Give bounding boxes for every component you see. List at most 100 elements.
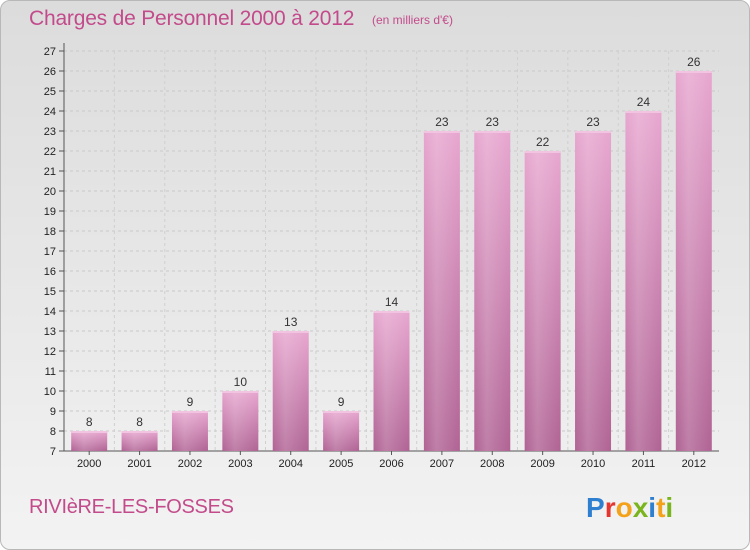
y-tick-label: 7: [50, 446, 56, 458]
x-tick-label: 2002: [178, 458, 202, 470]
bar-top: [71, 431, 108, 433]
bar-2011: [625, 111, 662, 451]
y-tick-label: 13: [44, 326, 56, 338]
bar-shine: [575, 131, 612, 451]
bar-2003: [222, 391, 259, 451]
y-tick-label: 20: [44, 186, 56, 198]
bar-top: [524, 151, 561, 153]
bar-shine: [524, 151, 561, 451]
data-label: 26: [687, 55, 701, 69]
data-label: 22: [536, 135, 550, 149]
x-tick-label: 2006: [379, 458, 403, 470]
bar-shine: [423, 131, 460, 451]
bar-top: [373, 311, 410, 313]
bar-top: [121, 431, 158, 433]
bar-top: [625, 111, 662, 113]
data-label: 9: [187, 395, 194, 409]
y-tick-label: 14: [44, 306, 56, 318]
bar-2010: [575, 131, 612, 451]
labels: 7 8 9 10 11 12 13 14 15 16 17 18 19 20 21 22 23 24 25 26 27 8…: [44, 46, 706, 470]
bar-top: [675, 71, 712, 73]
logo-letter: o: [616, 492, 633, 523]
bar-2007: [423, 131, 460, 451]
bar-2006: [373, 311, 410, 451]
bar-2000: [71, 431, 108, 451]
y-tick-label: 24: [44, 106, 56, 118]
data-label: 23: [435, 115, 449, 129]
data-label: 10: [234, 375, 248, 389]
y-tick-label: 23: [44, 126, 56, 138]
y-tick-label: 27: [44, 46, 56, 58]
y-tick-label: 16: [44, 266, 56, 278]
logo-letter: i: [665, 492, 673, 523]
bar-2004: [272, 331, 309, 451]
x-tick-label: 2011: [632, 458, 656, 470]
data-label: 24: [637, 95, 651, 109]
bar-shine: [474, 131, 511, 451]
bar-2001: [121, 431, 158, 451]
logo-letter: i: [648, 492, 656, 523]
y-tick-label: 8: [50, 426, 56, 438]
chart-subtitle: (en milliers d'€): [372, 13, 453, 27]
y-tick-label: 9: [50, 406, 56, 418]
x-tick-label: 2012: [682, 458, 706, 470]
bar-top: [423, 131, 460, 133]
bar-top: [575, 131, 612, 133]
bar-2002: [171, 411, 208, 451]
bar-top: [323, 411, 360, 413]
y-tick-label: 12: [44, 346, 56, 358]
y-tick-label: 11: [45, 366, 56, 378]
y-tick-label: 25: [44, 86, 56, 98]
bar-2008: [474, 131, 511, 451]
bar-shine: [625, 111, 662, 451]
y-tick-label: 19: [44, 206, 56, 218]
commune-name: RIVIèRE-LES-FOSSES: [29, 496, 234, 518]
bar-top: [474, 131, 511, 133]
x-tick-label: 2001: [127, 458, 151, 470]
bar-shine: [222, 391, 259, 451]
data-label: 9: [338, 395, 345, 409]
bar-2005: [323, 411, 360, 451]
bar-top: [272, 331, 309, 333]
proxiti-logo: Proxiti: [586, 492, 673, 523]
y-tick-label: 26: [44, 66, 56, 78]
data-label: 8: [136, 415, 143, 429]
bar-2012: [675, 71, 712, 451]
y-tick-label: 17: [44, 246, 56, 258]
data-label: 8: [86, 415, 93, 429]
logo-letter: r: [605, 492, 616, 523]
y-tick-label: 15: [44, 286, 56, 298]
y-tick-label: 18: [44, 226, 56, 238]
bar-shine: [323, 411, 360, 451]
y-tick-label: 10: [44, 386, 56, 398]
logo-letter: x: [633, 492, 649, 523]
bar-shine: [71, 431, 108, 451]
bar-shine: [121, 431, 158, 451]
x-tick-label: 2009: [530, 458, 554, 470]
data-label: 14: [385, 295, 399, 309]
bar-shine: [272, 331, 309, 451]
x-tick-label: 2000: [77, 458, 101, 470]
logo-letter: t: [656, 492, 665, 523]
x-tick-label: 2007: [430, 458, 454, 470]
svg-text:Proxiti: Proxiti: [586, 492, 673, 523]
bars: [71, 71, 712, 451]
grid-lines: [64, 50, 719, 452]
x-tick-label: 2003: [228, 458, 252, 470]
x-tick-label: 2004: [278, 458, 302, 470]
x-tick-label: 2010: [581, 458, 605, 470]
data-label: 23: [586, 115, 600, 129]
bar-shine: [675, 71, 712, 451]
data-label: 23: [486, 115, 500, 129]
bar-top: [222, 391, 259, 393]
y-tick-label: 21: [44, 166, 56, 178]
bar-shine: [171, 411, 208, 451]
y-tick-label: 22: [44, 146, 56, 158]
x-tick-label: 2008: [480, 458, 504, 470]
data-label: 13: [284, 315, 298, 329]
logo-letter: P: [586, 492, 605, 523]
bar-top: [171, 411, 208, 413]
x-tick-label: 2005: [329, 458, 353, 470]
